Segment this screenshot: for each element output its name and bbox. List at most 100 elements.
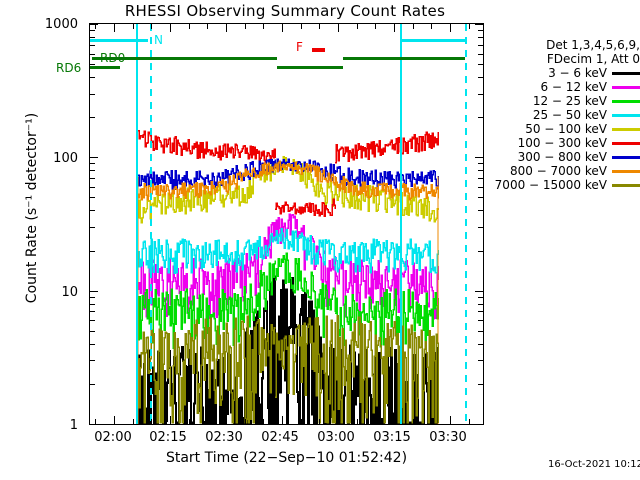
y-tick-minor	[90, 54, 95, 55]
x-tick-major	[226, 416, 227, 424]
x-tick-minor	[95, 419, 96, 424]
legend-entry-swatch	[612, 127, 640, 131]
y-tick-minor	[478, 311, 483, 312]
y-tick-minor	[90, 37, 95, 38]
series-path	[335, 182, 439, 223]
y-tick-minor	[478, 37, 483, 38]
legend-entry: 100 − 300 keV	[495, 136, 640, 150]
series-path	[335, 166, 439, 190]
x-tick-minor	[133, 419, 134, 424]
y-tick-minor	[478, 304, 483, 305]
y-tick-major	[90, 24, 98, 25]
night-label: N	[154, 33, 163, 47]
y-axis-tick-labels: 1000 100 10 1	[0, 0, 86, 480]
legend-entry: 7000 − 15000 keV	[495, 178, 640, 192]
legend-entry: 800 − 7000 keV	[495, 164, 640, 178]
y-tick-minor	[90, 77, 95, 78]
y-tick-minor	[478, 187, 483, 188]
y-tick-minor	[478, 30, 483, 31]
series-path	[335, 176, 439, 201]
legend-entry-label: 6 − 12 keV	[540, 80, 607, 94]
rd6-label: RD6	[56, 61, 82, 75]
x-tick-major	[450, 416, 451, 424]
x-tick-minor	[375, 419, 376, 424]
x-tick-minor	[357, 419, 358, 424]
x-tick-minor	[469, 24, 470, 29]
y-tick-minor	[90, 360, 95, 361]
flare-dash-marker	[312, 48, 325, 52]
rd0-bar-left	[92, 57, 277, 60]
series-path	[275, 160, 336, 186]
legend-entry: 3 − 6 keV	[495, 66, 640, 80]
legend-entries: 3 − 6 keV 6 − 12 keV 12 − 25 keV 25 − 50 ke…	[495, 66, 640, 192]
y-tick-minor	[90, 331, 95, 332]
series-path	[138, 260, 276, 350]
x-tick-minor	[431, 419, 432, 424]
x-tick-0245: 02:45	[261, 430, 299, 445]
series-lines	[137, 129, 440, 424]
x-tick-minor	[301, 419, 302, 424]
x-tick-major	[170, 416, 171, 424]
legend-entry-swatch	[612, 141, 640, 145]
legend-entry: 12 − 25 keV	[495, 94, 640, 108]
plot-frame: N RD0 F	[89, 23, 484, 425]
y-tick-major	[475, 157, 483, 158]
series-path	[275, 156, 336, 208]
y-tick-major	[90, 157, 98, 158]
x-tick-minor	[189, 419, 190, 424]
legend-entry: 50 − 100 keV	[495, 122, 640, 136]
series-path	[275, 227, 336, 271]
series-path	[335, 131, 439, 164]
y-tick-major	[475, 24, 483, 25]
series-path	[138, 158, 276, 190]
legend-entry-label: 800 − 7000 keV	[509, 164, 607, 178]
x-tick-0200: 02:00	[94, 430, 132, 445]
y-tick-minor	[478, 54, 483, 55]
legend-entry-swatch	[612, 85, 640, 89]
legend-entry-swatch	[612, 113, 640, 117]
series-path	[275, 252, 336, 338]
y-tick-minor	[90, 117, 95, 118]
x-tick-major	[114, 416, 115, 424]
x-tick-minor	[263, 419, 264, 424]
x-tick-minor	[151, 24, 152, 29]
rd0-label: RD0	[100, 51, 126, 65]
x-tick-major	[338, 24, 339, 32]
y-tick-minor	[478, 178, 483, 179]
series-path	[138, 129, 276, 163]
x-tick-0300: 03:00	[317, 430, 355, 445]
event-line-day-end	[465, 24, 467, 424]
x-tick-major	[114, 24, 115, 32]
series-path	[138, 315, 276, 424]
y-tick-minor	[478, 94, 483, 95]
y-tick-minor	[478, 297, 483, 298]
legend: Det 1,3,4,5,6,9, FDecim 1, Att 0 3 − 6 k…	[495, 38, 640, 192]
y-tick-minor	[90, 344, 95, 345]
y-tick-minor	[478, 227, 483, 228]
x-tick-minor	[263, 24, 264, 29]
plot-area: N RD0 F	[90, 24, 483, 424]
legend-entry: 300 − 800 keV	[495, 150, 640, 164]
y-tick-minor	[90, 178, 95, 179]
x-tick-minor	[207, 24, 208, 29]
legend-entry: 6 − 12 keV	[495, 80, 640, 94]
event-line-night-start	[136, 24, 138, 424]
x-tick-minor	[357, 24, 358, 29]
x-axis-title: Start Time (22−Sep−10 01:52:42)	[165, 450, 408, 466]
x-tick-0215: 02:15	[149, 430, 187, 445]
y-tick-minor	[90, 297, 95, 298]
y-tick-minor	[90, 304, 95, 305]
y-tick-minor	[90, 197, 95, 198]
legend-entry-label: 300 − 800 keV	[517, 150, 607, 164]
event-line-night-end	[150, 24, 152, 424]
legend-entry-label: 12 − 25 keV	[532, 94, 607, 108]
x-tick-0315: 03:15	[373, 430, 411, 445]
y-tick-minor	[478, 77, 483, 78]
x-tick-minor	[245, 24, 246, 29]
series-path	[275, 198, 336, 217]
y-tick-minor	[90, 210, 95, 211]
y-tick-minor	[90, 45, 95, 46]
x-tick-minor	[413, 24, 414, 29]
render-timestamp: 16-Oct-2021 10:12	[548, 459, 640, 470]
y-tick-minor	[90, 64, 95, 65]
